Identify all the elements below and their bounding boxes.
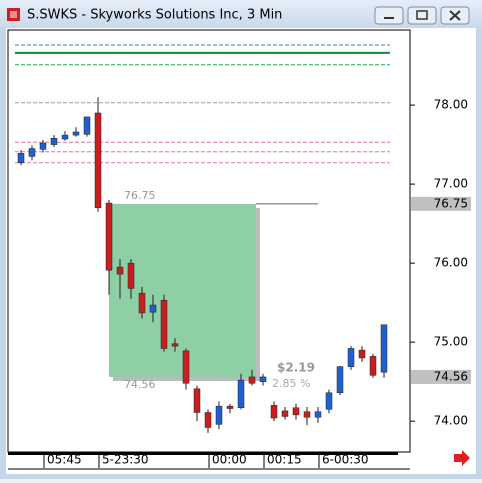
candle-body xyxy=(127,262,135,289)
candle-body xyxy=(270,405,278,419)
candle-body xyxy=(17,153,25,164)
candle-body xyxy=(281,410,289,417)
candle-body xyxy=(171,343,179,347)
candle-body xyxy=(369,356,377,376)
candle-body xyxy=(325,392,333,410)
candle-body xyxy=(336,366,344,393)
minimize-button[interactable] xyxy=(374,6,404,25)
price-marker-label: 74.56 xyxy=(434,369,468,383)
y-tick-label: 75.00 xyxy=(434,335,468,349)
measure-bottom-label: 74.56 xyxy=(124,378,156,391)
close-icon xyxy=(449,10,461,21)
price-marker xyxy=(411,196,471,211)
candle-body xyxy=(358,349,366,359)
candle-body xyxy=(182,350,190,384)
scroll-arrow[interactable] xyxy=(454,450,470,466)
x-tick-label: 00:00 xyxy=(212,453,247,467)
candle-body xyxy=(72,131,80,136)
y-tick-label: 76.00 xyxy=(434,256,468,270)
candle-body xyxy=(380,324,388,373)
candle-body xyxy=(105,202,113,271)
candle-body xyxy=(193,388,201,413)
candle-body xyxy=(259,376,267,382)
y-tick-label: 77.00 xyxy=(434,177,468,191)
y-tick-label: 74.00 xyxy=(434,414,468,428)
window-title: S.SWKS - Skyworks Solutions Inc, 3 Min xyxy=(27,8,282,23)
candle-body xyxy=(149,304,157,313)
candle-body xyxy=(248,376,256,384)
measure-top-label: 76.75 xyxy=(124,189,156,202)
measure-change-label: $2.19 xyxy=(277,360,315,374)
candle-body xyxy=(314,411,322,418)
candle-body xyxy=(215,405,223,425)
candle-body xyxy=(347,348,355,367)
price-marker xyxy=(411,369,471,384)
maximize-icon xyxy=(416,10,428,20)
x-tick-label: 6-00:30 xyxy=(322,453,369,467)
candle-body xyxy=(226,405,234,409)
candle-body xyxy=(237,379,245,408)
time-axis-bar xyxy=(8,452,398,455)
measure-percent-label: 2.85 % xyxy=(272,377,310,390)
price-marker-label: 76.75 xyxy=(434,196,468,210)
candle-body xyxy=(138,292,146,314)
maximize-button[interactable] xyxy=(407,6,437,25)
x-tick-label: 05:45 xyxy=(47,453,82,467)
candle-body xyxy=(39,142,47,150)
candle-body xyxy=(116,266,124,275)
candle-body xyxy=(292,407,300,416)
x-tick-label: 5-23:30 xyxy=(102,453,149,467)
candle-body xyxy=(50,138,58,145)
candle-body xyxy=(94,112,102,209)
y-tick-label: 78.00 xyxy=(434,98,468,112)
window-buttons xyxy=(374,6,470,25)
candle-body xyxy=(303,411,311,418)
candle-body xyxy=(204,412,212,428)
candle-body xyxy=(160,300,168,349)
candle-body xyxy=(61,134,69,140)
candle-body xyxy=(28,148,36,157)
app-icon-inner xyxy=(10,11,17,18)
measure-box xyxy=(109,203,256,377)
plot-layer: 74.00 75.00 76.00 77.00 78.00 76.75 74.56 $2.19… xyxy=(15,44,471,468)
candle-body xyxy=(83,116,91,135)
x-tick-label: 00:15 xyxy=(267,453,302,467)
